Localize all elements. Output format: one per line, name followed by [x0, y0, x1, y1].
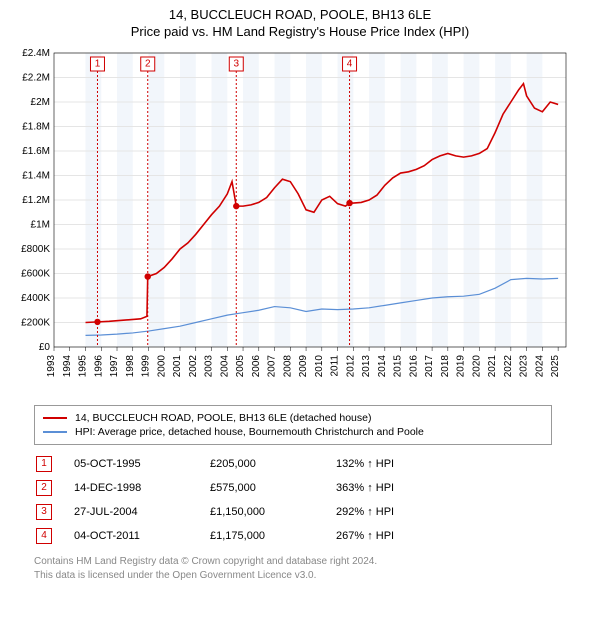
- svg-text:2021: 2021: [487, 355, 498, 378]
- event-num-box: 4: [36, 528, 52, 544]
- legend-label-1: 14, BUCCLEUCH ROAD, POOLE, BH13 6LE (det…: [75, 412, 371, 424]
- legend-row-2: HPI: Average price, detached house, Bour…: [43, 426, 543, 438]
- page-subtitle: Price paid vs. HM Land Registry's House …: [10, 24, 590, 39]
- svg-text:1995: 1995: [78, 355, 89, 378]
- svg-text:2001: 2001: [172, 355, 183, 378]
- svg-text:2019: 2019: [456, 355, 467, 378]
- event-price: £205,000: [210, 453, 334, 475]
- svg-text:2008: 2008: [282, 355, 293, 378]
- svg-text:£600K: £600K: [21, 269, 50, 280]
- svg-text:£2.2M: £2.2M: [22, 73, 50, 84]
- svg-text:£1.6M: £1.6M: [22, 146, 50, 157]
- event-pct: 363% ↑ HPI: [336, 477, 408, 499]
- event-row: 1 05-OCT-1995£205,000132% ↑ HPI: [36, 453, 408, 475]
- legend-row-1: 14, BUCCLEUCH ROAD, POOLE, BH13 6LE (det…: [43, 412, 543, 424]
- event-num-box: 3: [36, 504, 52, 520]
- svg-text:2017: 2017: [424, 355, 435, 378]
- event-date: 27-JUL-2004: [74, 501, 208, 523]
- svg-text:2020: 2020: [471, 355, 482, 378]
- event-row: 3 27-JUL-2004£1,150,000292% ↑ HPI: [36, 501, 408, 523]
- event-price: £1,175,000: [210, 525, 334, 547]
- chart-container: 14, BUCCLEUCH ROAD, POOLE, BH13 6LE Pric…: [0, 0, 600, 587]
- svg-text:2006: 2006: [251, 355, 262, 378]
- svg-text:3: 3: [233, 59, 239, 70]
- svg-text:2024: 2024: [534, 355, 545, 378]
- legend-box: 14, BUCCLEUCH ROAD, POOLE, BH13 6LE (det…: [34, 405, 552, 445]
- svg-text:1998: 1998: [125, 355, 136, 378]
- event-num-cell: 1: [36, 453, 72, 475]
- svg-text:1996: 1996: [93, 355, 104, 378]
- svg-text:1993: 1993: [46, 355, 57, 378]
- svg-text:2002: 2002: [188, 355, 199, 378]
- event-row: 2 14-DEC-1998£575,000363% ↑ HPI: [36, 477, 408, 499]
- svg-text:2013: 2013: [361, 355, 372, 378]
- svg-text:2000: 2000: [156, 355, 167, 378]
- page-title: 14, BUCCLEUCH ROAD, POOLE, BH13 6LE: [10, 7, 590, 22]
- svg-text:2025: 2025: [550, 355, 561, 378]
- footer-line-1: Contains HM Land Registry data © Crown c…: [34, 555, 590, 569]
- svg-text:2023: 2023: [519, 355, 530, 378]
- svg-text:£800K: £800K: [21, 244, 50, 255]
- svg-text:£1M: £1M: [31, 220, 50, 231]
- footer-text: Contains HM Land Registry data © Crown c…: [34, 555, 590, 582]
- footer-line-2: This data is licensed under the Open Gov…: [34, 569, 590, 583]
- svg-text:2012: 2012: [345, 355, 356, 378]
- legend-label-2: HPI: Average price, detached house, Bour…: [75, 426, 424, 438]
- event-date: 14-DEC-1998: [74, 477, 208, 499]
- events-table: 1 05-OCT-1995£205,000132% ↑ HPI 2 14-DEC-19…: [34, 451, 410, 549]
- legend-swatch-1: [43, 417, 67, 419]
- event-pct: 292% ↑ HPI: [336, 501, 408, 523]
- svg-text:1: 1: [95, 59, 101, 70]
- svg-text:£2.4M: £2.4M: [22, 48, 50, 59]
- svg-text:2004: 2004: [219, 355, 230, 378]
- svg-text:£1.2M: £1.2M: [22, 195, 50, 206]
- svg-text:2015: 2015: [393, 355, 404, 378]
- event-date: 05-OCT-1995: [74, 453, 208, 475]
- svg-text:£200K: £200K: [21, 318, 50, 329]
- svg-text:1994: 1994: [62, 355, 73, 378]
- chart-svg: £0 £200K £400K £600K £800K £1M £1.2M £1.4M £1.6M…: [10, 47, 570, 397]
- event-num-box: 1: [36, 456, 52, 472]
- svg-text:£1.8M: £1.8M: [22, 122, 50, 133]
- svg-text:4: 4: [347, 59, 353, 70]
- svg-text:£1.4M: £1.4M: [22, 171, 50, 182]
- svg-text:2016: 2016: [408, 355, 419, 378]
- svg-text:2014: 2014: [377, 355, 388, 378]
- svg-text:2003: 2003: [204, 355, 215, 378]
- svg-text:2007: 2007: [267, 355, 278, 378]
- svg-text:2022: 2022: [503, 355, 514, 378]
- event-num-cell: 3: [36, 501, 72, 523]
- svg-text:2011: 2011: [330, 355, 341, 377]
- svg-text:2: 2: [145, 59, 151, 70]
- event-pct: 132% ↑ HPI: [336, 453, 408, 475]
- event-num-cell: 4: [36, 525, 72, 547]
- svg-text:2005: 2005: [235, 355, 246, 378]
- event-num-box: 2: [36, 480, 52, 496]
- svg-text:2010: 2010: [314, 355, 325, 378]
- svg-text:2009: 2009: [298, 355, 309, 378]
- event-date: 04-OCT-2011: [74, 525, 208, 547]
- event-row: 4 04-OCT-2011£1,175,000267% ↑ HPI: [36, 525, 408, 547]
- svg-text:£2M: £2M: [31, 97, 50, 108]
- event-price: £1,150,000: [210, 501, 334, 523]
- svg-text:1999: 1999: [141, 355, 152, 378]
- svg-text:1997: 1997: [109, 355, 120, 378]
- event-pct: 267% ↑ HPI: [336, 525, 408, 547]
- svg-text:2018: 2018: [440, 355, 451, 378]
- event-num-cell: 2: [36, 477, 72, 499]
- svg-text:£0: £0: [39, 342, 51, 353]
- event-price: £575,000: [210, 477, 334, 499]
- legend-swatch-2: [43, 431, 67, 433]
- svg-text:£400K: £400K: [21, 293, 50, 304]
- chart-area: £0 £200K £400K £600K £800K £1M £1.2M £1.4M £1.6M…: [10, 47, 570, 397]
